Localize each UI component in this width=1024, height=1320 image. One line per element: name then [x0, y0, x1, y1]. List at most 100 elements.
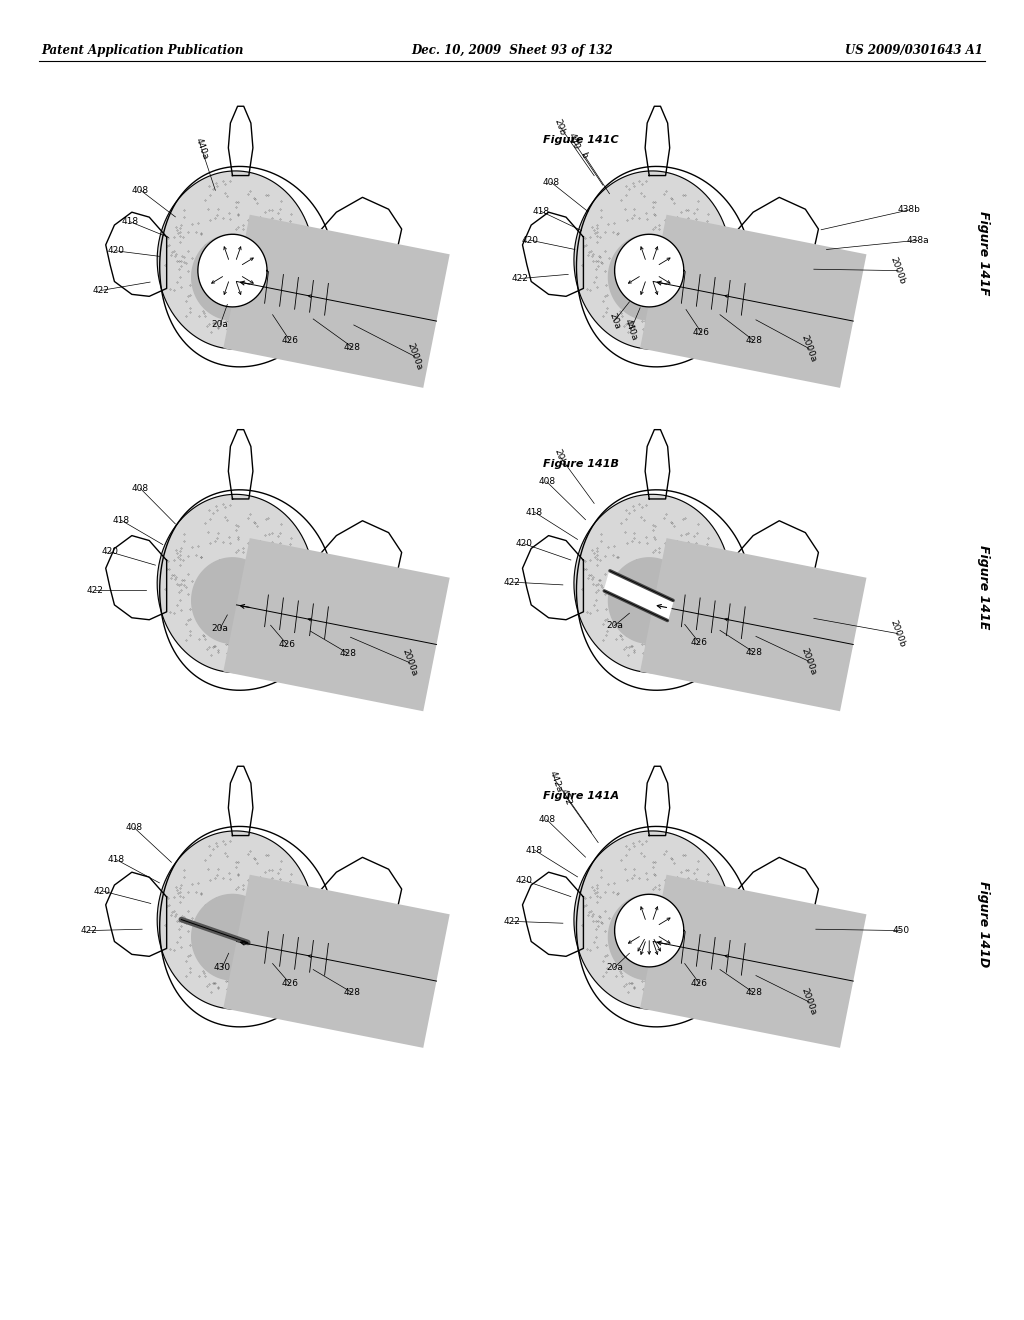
Text: Figure 141A: Figure 141A [543, 791, 618, 801]
Text: 428: 428 [340, 649, 356, 657]
Text: Figure 141F: Figure 141F [977, 211, 989, 296]
Polygon shape [343, 907, 382, 946]
Polygon shape [522, 213, 584, 296]
Polygon shape [105, 873, 167, 956]
Polygon shape [731, 520, 840, 644]
Text: 422: 422 [512, 275, 528, 282]
Text: 408: 408 [543, 178, 559, 186]
Text: 20b: 20b [553, 117, 567, 136]
Text: 422: 422 [504, 578, 520, 586]
Text: 20a: 20a [607, 312, 622, 330]
Text: Patent Application Publication: Patent Application Publication [41, 44, 244, 57]
Text: 418: 418 [122, 218, 138, 226]
Polygon shape [614, 894, 684, 968]
Text: 408: 408 [132, 484, 148, 492]
Text: 20a: 20a [606, 622, 623, 630]
Text: 440: 440 [566, 132, 581, 150]
Text: 428: 428 [344, 343, 360, 351]
Text: 452: 452 [559, 788, 573, 807]
Polygon shape [160, 490, 334, 690]
Polygon shape [574, 495, 731, 672]
Text: 2000a: 2000a [406, 342, 424, 371]
Text: US 2009/0301643 A1: US 2009/0301643 A1 [845, 44, 983, 57]
Polygon shape [191, 235, 273, 319]
Text: 426: 426 [693, 329, 710, 337]
Text: 422: 422 [81, 927, 97, 935]
Polygon shape [577, 166, 751, 367]
Polygon shape [608, 895, 690, 979]
Text: 420: 420 [94, 887, 111, 895]
Polygon shape [343, 247, 382, 286]
Text: Dec. 10, 2009  Sheet 93 of 132: Dec. 10, 2009 Sheet 93 of 132 [412, 44, 612, 57]
Polygon shape [191, 558, 273, 643]
Text: 420: 420 [522, 236, 539, 244]
Text: 420: 420 [516, 540, 532, 548]
Text: 408: 408 [539, 478, 555, 486]
Polygon shape [577, 490, 751, 690]
Text: 442a: 442a [548, 770, 564, 793]
Polygon shape [314, 858, 424, 981]
Polygon shape [343, 570, 382, 610]
Polygon shape [160, 166, 334, 367]
Text: 428: 428 [344, 989, 360, 997]
Text: 422: 422 [93, 286, 110, 294]
Text: 2000a: 2000a [400, 648, 419, 677]
Polygon shape [228, 107, 253, 176]
Text: 428: 428 [745, 648, 762, 656]
Polygon shape [314, 520, 424, 644]
Text: 2000b: 2000b [889, 256, 907, 285]
Text: 426: 426 [691, 639, 708, 647]
Text: 420: 420 [108, 247, 124, 255]
Polygon shape [645, 766, 670, 836]
Polygon shape [608, 235, 690, 319]
Text: 418: 418 [532, 207, 549, 215]
Polygon shape [105, 213, 167, 296]
Polygon shape [574, 172, 731, 348]
Text: 20a: 20a [212, 624, 228, 632]
Text: 426: 426 [282, 337, 298, 345]
Polygon shape [645, 107, 670, 176]
Polygon shape [228, 429, 253, 499]
Polygon shape [160, 826, 334, 1027]
Polygon shape [574, 832, 731, 1008]
Text: 438b: 438b [898, 206, 921, 214]
Text: 438a: 438a [906, 236, 929, 244]
Text: 420: 420 [101, 548, 118, 556]
Polygon shape [105, 536, 167, 619]
Polygon shape [228, 766, 253, 836]
Text: 426: 426 [279, 640, 295, 648]
Text: Figure 141D: Figure 141D [977, 880, 989, 968]
Polygon shape [158, 495, 313, 672]
Polygon shape [731, 197, 840, 321]
Text: Figure 141C: Figure 141C [543, 135, 618, 145]
Text: 428: 428 [745, 337, 762, 345]
Polygon shape [760, 570, 799, 610]
Text: 20a: 20a [606, 964, 623, 972]
Text: 428: 428 [745, 989, 762, 997]
Text: 450: 450 [893, 927, 909, 935]
Text: 418: 418 [113, 516, 129, 524]
Text: 426: 426 [691, 979, 708, 987]
Polygon shape [198, 234, 267, 308]
Text: 2000a: 2000a [800, 987, 818, 1016]
Text: 2000a: 2000a [800, 647, 818, 676]
Polygon shape [614, 234, 684, 308]
Polygon shape [608, 558, 690, 643]
Text: 2000a: 2000a [800, 334, 818, 363]
Text: 418: 418 [526, 508, 543, 516]
Text: 430: 430 [214, 964, 230, 972]
Text: 422: 422 [504, 917, 520, 925]
Text: 440a: 440a [623, 318, 639, 342]
Polygon shape [760, 907, 799, 946]
Text: Figure 141E: Figure 141E [977, 545, 989, 630]
Text: 408: 408 [126, 824, 142, 832]
Polygon shape [731, 858, 840, 981]
Text: 408: 408 [132, 186, 148, 194]
Text: 420: 420 [516, 876, 532, 884]
Text: Figure 141B: Figure 141B [543, 458, 618, 469]
Text: 418: 418 [526, 846, 543, 854]
Text: 426: 426 [282, 979, 298, 987]
Polygon shape [158, 172, 313, 348]
Text: 408: 408 [539, 816, 555, 824]
Polygon shape [645, 429, 670, 499]
